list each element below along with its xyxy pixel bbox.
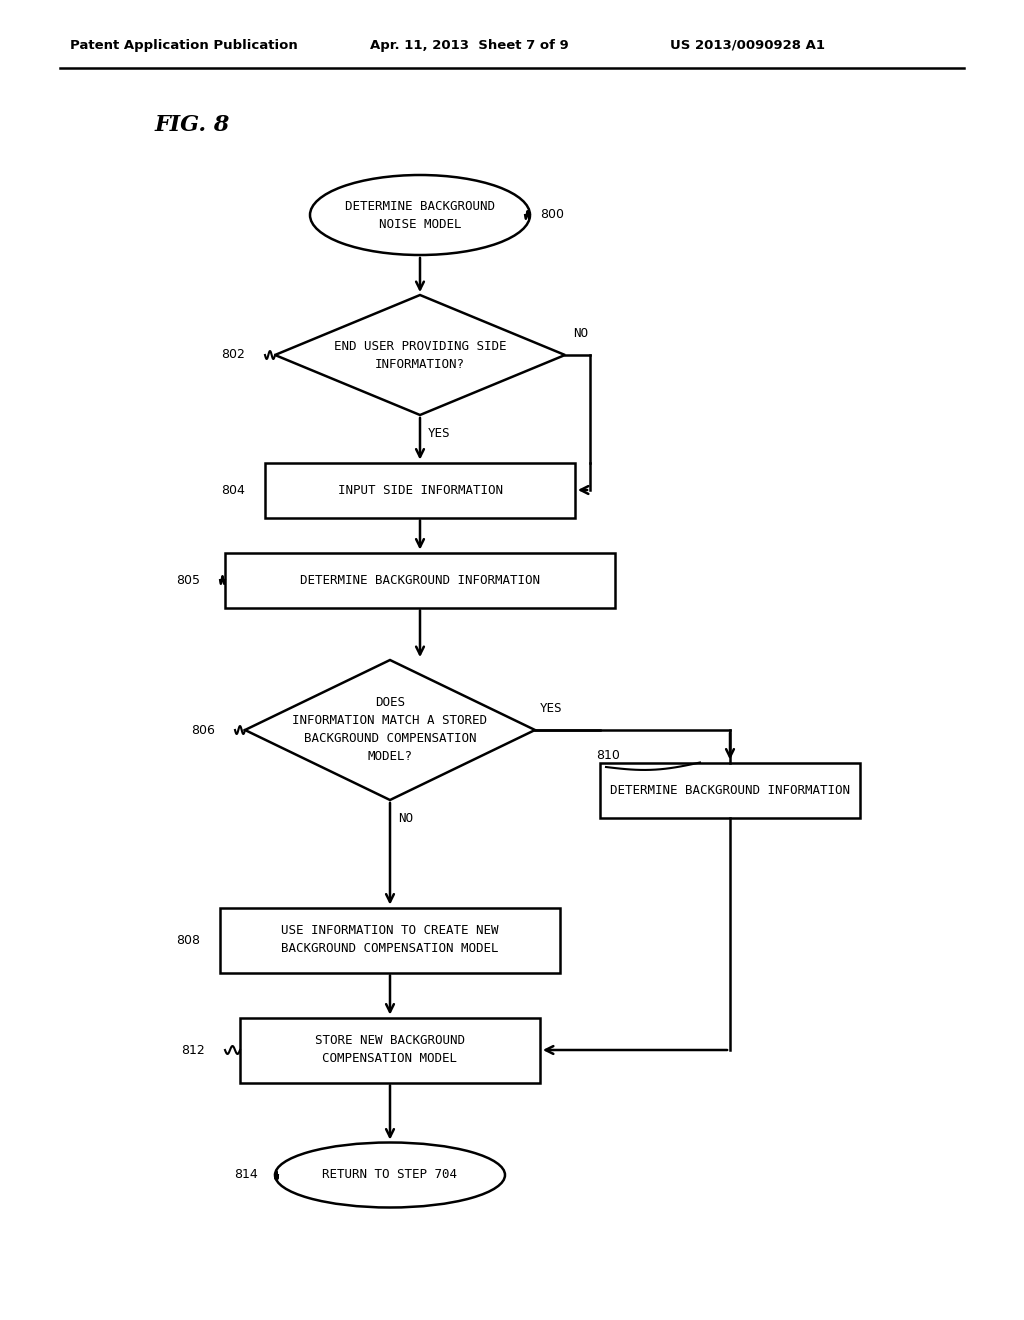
Text: DETERMINE BACKGROUND
NOISE MODEL: DETERMINE BACKGROUND NOISE MODEL (345, 199, 495, 231)
Text: END USER PROVIDING SIDE
INFORMATION?: END USER PROVIDING SIDE INFORMATION? (334, 339, 506, 371)
Text: 808: 808 (176, 933, 200, 946)
Text: DETERMINE BACKGROUND INFORMATION: DETERMINE BACKGROUND INFORMATION (300, 573, 540, 586)
Text: 814: 814 (234, 1168, 258, 1181)
Text: 804: 804 (221, 483, 245, 496)
Bar (225, 553, 615, 607)
Text: USE INFORMATION TO CREATE NEW
BACKGROUND COMPENSATION MODEL: USE INFORMATION TO CREATE NEW BACKGROUND… (282, 924, 499, 956)
Bar (600, 763, 860, 817)
Text: NO: NO (398, 812, 413, 825)
Text: RETURN TO STEP 704: RETURN TO STEP 704 (323, 1168, 458, 1181)
Text: 805: 805 (176, 573, 200, 586)
Text: YES: YES (428, 426, 451, 440)
Bar (220, 908, 560, 973)
Text: NO: NO (573, 327, 588, 341)
Text: 812: 812 (181, 1044, 205, 1056)
Text: 810: 810 (596, 748, 620, 762)
Bar (265, 462, 575, 517)
Text: 806: 806 (191, 723, 215, 737)
Bar (240, 1018, 540, 1082)
Text: US 2013/0090928 A1: US 2013/0090928 A1 (670, 38, 825, 51)
Text: Apr. 11, 2013  Sheet 7 of 9: Apr. 11, 2013 Sheet 7 of 9 (370, 38, 568, 51)
Text: 802: 802 (221, 348, 245, 362)
Text: DETERMINE BACKGROUND INFORMATION: DETERMINE BACKGROUND INFORMATION (610, 784, 850, 796)
Text: Patent Application Publication: Patent Application Publication (70, 38, 298, 51)
Text: 800: 800 (540, 209, 564, 222)
Text: STORE NEW BACKGROUND
COMPENSATION MODEL: STORE NEW BACKGROUND COMPENSATION MODEL (315, 1035, 465, 1065)
Text: FIG. 8: FIG. 8 (155, 114, 230, 136)
Text: INPUT SIDE INFORMATION: INPUT SIDE INFORMATION (338, 483, 503, 496)
Text: DOES
INFORMATION MATCH A STORED
BACKGROUND COMPENSATION
MODEL?: DOES INFORMATION MATCH A STORED BACKGROU… (293, 697, 487, 763)
Text: YES: YES (540, 702, 562, 715)
